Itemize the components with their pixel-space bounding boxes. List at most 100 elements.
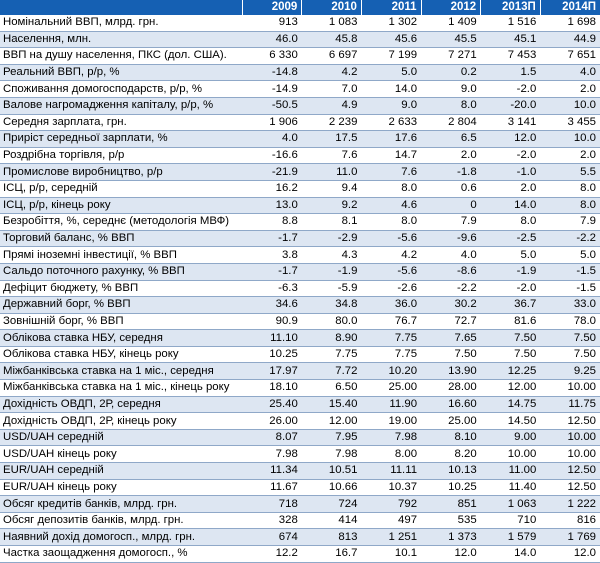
table-row: Реальний ВВП, р/р, % -14.8 4.2 5.0 0.2 1.5 4.0 — [0, 64, 600, 82]
indicator-value: 45.5 — [421, 31, 481, 49]
table-row: Облікова ставка НБУ, кінець року 10.25 7.7… — [0, 346, 600, 364]
indicator-value: 12.2 — [242, 545, 302, 563]
indicator-value: 2.0 — [540, 147, 600, 165]
indicator-value: 11.00 — [480, 462, 541, 480]
indicator-value: 1 769 — [540, 528, 600, 546]
indicator-value: -14.8 — [242, 64, 302, 82]
indicator-value: 34.6 — [242, 296, 302, 314]
indicator-label: Державний борг, % ВВП — [0, 296, 243, 314]
indicator-value: 12.0 — [540, 545, 600, 563]
indicator-label: Споживання домогосподарств, р/р, % — [0, 80, 243, 98]
indicator-value: 1 222 — [540, 495, 600, 513]
indicator-label: Номінальний ВВП, млрд. грн. — [0, 15, 243, 32]
indicator-value: 11.34 — [242, 462, 302, 480]
indicator-value: 17.97 — [242, 362, 302, 381]
indicator-value: 10.25 — [242, 346, 302, 364]
indicator-label: EUR/UAH середній — [0, 462, 243, 480]
indicator-value: -1.5 — [540, 263, 600, 281]
indicator-label: Середня зарплата, грн. — [0, 114, 243, 132]
indicator-value: 5.0 — [540, 246, 600, 264]
indicator-value: 5.5 — [540, 163, 600, 181]
indicator-value: 12.0 — [480, 130, 541, 148]
indicator-label: Промислове виробництво, р/р — [0, 163, 243, 181]
indicator-value: 1 579 — [480, 528, 541, 546]
indicator-value: 8.0 — [540, 180, 600, 198]
indicator-label: Міжбанківська ставка на 1 міс., кінець р… — [0, 379, 243, 397]
indicator-label: Обсяг кредитів банків, млрд. грн. — [0, 495, 243, 513]
indicator-label: Міжбанківська ставка на 1 міс., середня — [0, 362, 243, 381]
table-row: Валове нагромадження капіталу, р/р, % -50… — [0, 97, 600, 115]
indicator-value: -2.2 — [540, 230, 600, 248]
indicator-value: 12.00 — [301, 412, 362, 430]
indicator-value: 8.20 — [421, 445, 481, 464]
indicator-value: 30.2 — [421, 296, 481, 314]
indicator-value: -8.6 — [421, 263, 481, 281]
year-header: 2010 — [301, 0, 362, 15]
indicator-value: -9.6 — [421, 230, 481, 248]
indicator-value: 11.40 — [480, 479, 541, 497]
indicator-value: 44.9 — [540, 31, 600, 49]
indicator-value: 7.75 — [361, 329, 422, 347]
indicator-value: 34.8 — [301, 296, 362, 314]
table-row: Населення, млн. 46.0 45.8 45.6 45.5 45.1 44.9 — [0, 31, 600, 49]
table-row: Міжбанківська ставка на 1 міс., кінець р… — [0, 379, 600, 397]
indicator-value: 19.00 — [361, 412, 422, 430]
indicator-value: -21.9 — [242, 163, 302, 181]
indicator-value: 328 — [242, 512, 302, 530]
indicator-value: 710 — [480, 512, 541, 530]
indicator-label: Торговий баланс, % ВВП — [0, 230, 243, 248]
indicator-value: 535 — [421, 512, 481, 530]
indicator-value: 10.00 — [480, 445, 541, 464]
indicator-value: 36.7 — [480, 296, 541, 314]
indicator-value: -20.0 — [480, 97, 541, 115]
indicator-label: Обсяг депозитів банків, млрд. грн. — [0, 512, 243, 530]
indicator-value: 9.25 — [540, 362, 600, 381]
indicator-label: Облікова ставка НБУ, кінець року — [0, 346, 243, 364]
indicator-value: 13.0 — [242, 197, 302, 215]
indicator-value: 8.0 — [421, 97, 481, 115]
indicator-value: 7.50 — [480, 346, 541, 364]
indicator-value: 5.0 — [480, 246, 541, 264]
indicator-value: 12.25 — [480, 362, 541, 381]
indicator-value: 16.7 — [301, 545, 362, 563]
indicator-value: 7.50 — [480, 329, 541, 347]
table-row: USD/UAH кінець року 7.98 7.98 8.00 8.20 10.00… — [0, 445, 600, 464]
indicator-value: -1.9 — [480, 263, 541, 281]
indicator-value: 90.9 — [242, 313, 302, 331]
indicator-value: 2 633 — [361, 114, 422, 132]
indicator-value: -5.9 — [301, 280, 362, 298]
table-row: Прямі іноземні інвестиції, % ВВП 3.8 4.3 4.… — [0, 246, 600, 264]
indicator-value: 10.00 — [540, 429, 600, 447]
indicator-value: 14.50 — [480, 412, 541, 430]
indicator-value: 8.0 — [361, 180, 422, 198]
table-row: Номінальний ВВП, млрд. грн. 913 1 083 1 302… — [0, 15, 600, 32]
indicator-value: 2.0 — [421, 147, 481, 165]
table-row: ВВП на душу населення, ПКС (дол. США). 6 … — [0, 47, 600, 65]
indicator-value: 816 — [540, 512, 600, 530]
indicator-value: 7.0 — [301, 80, 362, 98]
indicator-value: -2.9 — [301, 230, 362, 248]
indicator-value: 851 — [421, 495, 481, 513]
indicator-value: 14.0 — [480, 545, 541, 563]
indicator-value: 6.50 — [301, 379, 362, 397]
indicator-value: 1 063 — [480, 495, 541, 513]
indicator-value: 17.6 — [361, 130, 422, 148]
indicator-value: 10.0 — [540, 97, 600, 115]
indicator-value: 1 906 — [242, 114, 302, 132]
indicator-value: 7.98 — [301, 445, 362, 464]
indicator-value: 15.40 — [301, 396, 362, 414]
indicator-value: 12.50 — [540, 462, 600, 480]
indicator-value: 78.0 — [540, 313, 600, 331]
indicator-value: 4.0 — [421, 246, 481, 264]
indicator-label: Наявний дохід домогосп., млрд. грн. — [0, 528, 243, 546]
indicator-value: 17.5 — [301, 130, 362, 148]
indicator-value: 14.7 — [361, 147, 422, 165]
indicator-value: -2.0 — [480, 80, 541, 98]
table-row: Обсяг депозитів банків, млрд. грн. 328 414… — [0, 512, 600, 530]
table-row: Роздрібна торгівля, р/р -16.6 7.6 14.7 2.0 -2… — [0, 147, 600, 165]
indicator-value: 1 373 — [421, 528, 481, 546]
indicator-value: 25.00 — [421, 412, 481, 430]
table-row: USD/UAH середній 8.07 7.95 7.98 8.10 9.00 10.0… — [0, 429, 600, 447]
indicator-label: Сальдо поточного рахунку, % ВВП — [0, 263, 243, 281]
indicator-value: 36.0 — [361, 296, 422, 314]
